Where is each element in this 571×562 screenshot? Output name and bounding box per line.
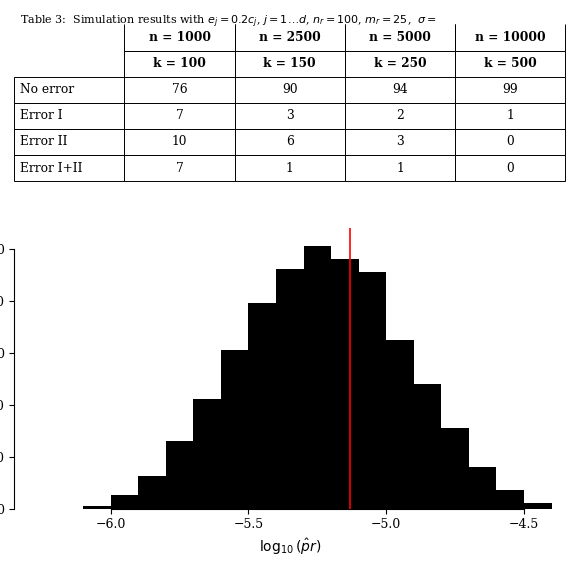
Bar xyxy=(111,495,138,509)
Bar xyxy=(386,339,414,509)
Bar xyxy=(221,350,248,509)
Bar xyxy=(83,506,111,509)
Bar xyxy=(276,269,304,509)
Bar xyxy=(304,246,331,509)
Text: Table 3:  Simulation results with $e_j = 0.2c_j$, $j = 1 \ldots d$, $n_r = 100$,: Table 3: Simulation results with $e_j = … xyxy=(20,14,437,30)
Bar xyxy=(359,272,386,509)
Bar xyxy=(166,441,194,509)
Bar xyxy=(469,467,496,509)
Bar xyxy=(414,384,441,509)
X-axis label: $\log_{10}(\hat{p}r)$: $\log_{10}(\hat{p}r)$ xyxy=(259,537,321,557)
Bar xyxy=(138,477,166,509)
Bar xyxy=(331,259,359,509)
Bar xyxy=(524,504,552,509)
Bar xyxy=(496,491,524,509)
Bar xyxy=(441,428,469,509)
Bar xyxy=(248,303,276,509)
Bar xyxy=(194,400,221,509)
